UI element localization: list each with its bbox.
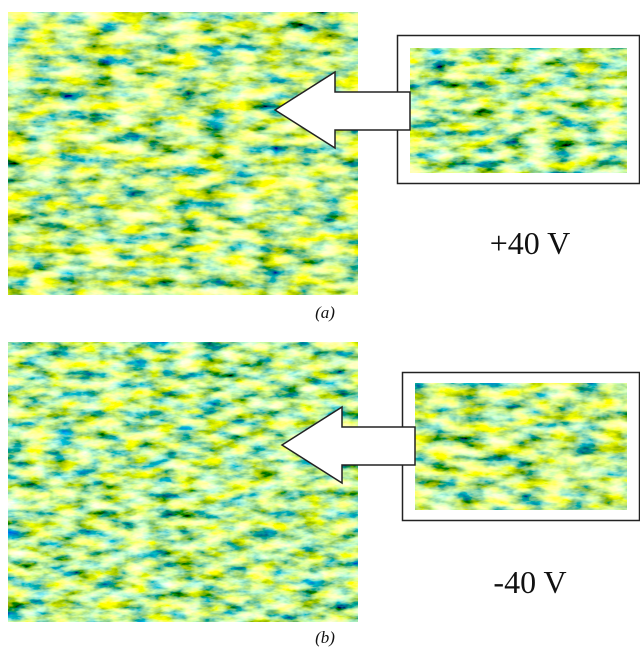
voltage-label: -40 V [493,564,566,600]
voltage-label: +40 V [490,225,571,261]
panel-a: +40 V (a) [8,12,640,322]
micrograph-texture [8,12,358,295]
panel-b: -40 V (b) [8,342,640,647]
inset-texture [415,383,627,510]
arrow [280,405,416,485]
caption: (b) [315,628,335,647]
caption: (a) [315,303,335,322]
micrograph-texture [8,342,358,622]
inset-texture [410,48,627,173]
arrow [273,70,411,150]
